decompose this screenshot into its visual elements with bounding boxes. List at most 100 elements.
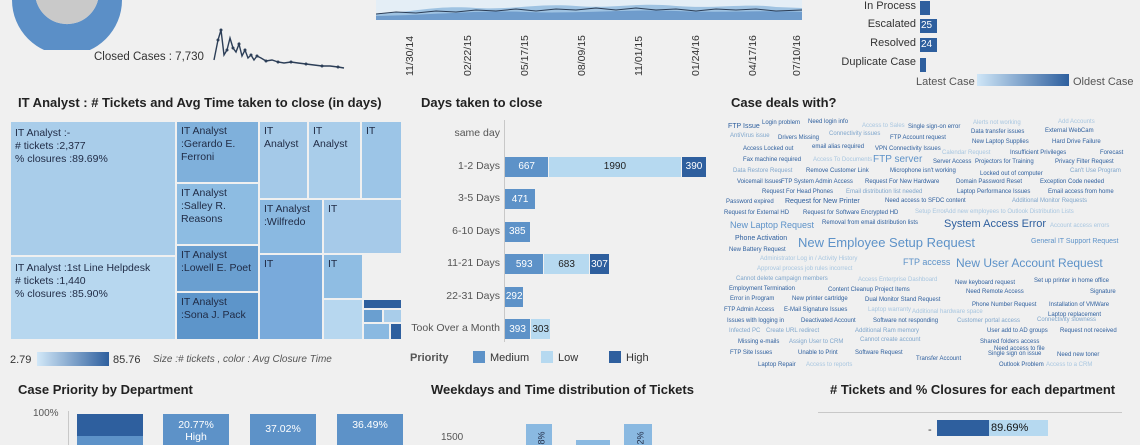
wordcloud-term[interactable]: User add to AD groups	[987, 328, 1048, 334]
days-bar-segment[interactable]: 303	[531, 319, 552, 339]
wordcloud-term[interactable]: Data transfer issues	[971, 129, 1025, 135]
days-bar-segment[interactable]: 307	[589, 254, 611, 274]
wordcloud-term[interactable]: Phone Activation	[735, 235, 788, 242]
days-bar-segment[interactable]: 471	[505, 189, 537, 209]
wordcloud-term[interactable]: Issues with logging in	[727, 318, 785, 324]
days-bar-segment[interactable]: 385	[505, 221, 531, 242]
wordcloud-term[interactable]: Additional Ram memory	[855, 328, 920, 334]
wordcloud-term[interactable]: Password expired	[726, 199, 774, 205]
wordcloud-term[interactable]: Outlook Problem	[999, 362, 1044, 368]
wordcloud-term[interactable]: Need new toner	[1057, 352, 1100, 358]
wordcloud-term[interactable]: Software Request	[855, 350, 903, 356]
wordcloud-term[interactable]: Setup Error	[915, 209, 946, 215]
treemap-cell[interactable]	[363, 323, 390, 340]
wordcloud-term[interactable]: Employment Termination	[729, 286, 795, 292]
wordcloud-term[interactable]: Projectors for Training	[975, 159, 1034, 165]
wordcloud-term[interactable]: Installation of VMWare	[1049, 302, 1110, 308]
wordcloud-term[interactable]: Request not received	[1060, 328, 1117, 334]
wordcloud-term[interactable]: Need access to file	[994, 346, 1045, 352]
wordcloud-term[interactable]: FTP access	[903, 257, 951, 267]
days-bar-segment[interactable]: 393	[505, 319, 532, 339]
treemap-cell[interactable]: IT	[323, 254, 363, 299]
wordcloud-term[interactable]: Cannot delete campaign members	[736, 276, 828, 282]
wordcloud-term[interactable]: General IT Support Request	[1031, 238, 1119, 245]
wordcloud-term[interactable]: Transfer Account	[916, 356, 962, 362]
wordcloud-term[interactable]: Assign User to CRM	[789, 339, 844, 345]
wordcloud-term[interactable]: System Access Error	[944, 218, 1047, 230]
wordcloud-term[interactable]: AntiVirus issue	[730, 133, 770, 139]
wordcloud-term[interactable]: New Laptop Supplies	[972, 139, 1029, 145]
wordcloud-term[interactable]: FTP Account request	[890, 135, 946, 141]
wordcloud-term[interactable]: Connectivity slowness	[1037, 317, 1097, 323]
wordcloud-term[interactable]: Data Restore Request	[733, 168, 793, 174]
wordcloud-term[interactable]: Calendar Request	[942, 150, 991, 156]
wordcloud-term[interactable]: Voicemail Issues	[737, 179, 782, 185]
wordcloud-term[interactable]: E-Mail Signature Issues	[784, 307, 848, 313]
wordcloud-term[interactable]: Dual Monitor Stand Request	[865, 297, 941, 303]
wordcloud-term[interactable]: New Battery Request	[729, 247, 786, 253]
treemap-cell[interactable]: IT Analyst :1st Line Helpdesk # tickets :…	[10, 256, 176, 340]
treemap-cell[interactable]: IT Analyst:Gerardo E. Ferroni	[176, 121, 259, 183]
wordcloud-term[interactable]: Can't Use Program	[1070, 168, 1121, 174]
wordcloud-term[interactable]: New User Account Request	[956, 256, 1103, 270]
wordcloud-term[interactable]: Insufficient Privileges	[1010, 150, 1067, 156]
wordcloud-term[interactable]: Customer portal access	[957, 318, 1021, 324]
wordcloud-term[interactable]: Deactivated Account	[801, 318, 856, 324]
wordcloud-term[interactable]: Fax machine required	[743, 157, 802, 163]
days-bar-segment[interactable]: 593	[505, 254, 545, 274]
days-bar-segment[interactable]: 390	[681, 156, 708, 177]
wordcloud-term[interactable]: New keyboard request	[955, 280, 1016, 286]
wordcloud-term[interactable]: Laptop Repair	[758, 362, 796, 368]
treemap-cell[interactable]	[363, 309, 383, 323]
wordcloud-term[interactable]: Access To Documents	[813, 157, 873, 163]
treemap-cell[interactable]: IT Analyst:Lowell E. Poet	[176, 245, 259, 292]
wordcloud-term[interactable]: Need access to SFDC content	[885, 198, 966, 204]
wordcloud-term[interactable]: Remove Customer Link	[806, 168, 869, 174]
wordcloud-term[interactable]: Phone Number Request	[972, 302, 1037, 308]
wordcloud-term[interactable]: Domain Password Reset	[956, 179, 1023, 185]
wordcloud-term[interactable]: Cannot create account	[860, 337, 921, 343]
wordcloud-term[interactable]: New printer cartridge	[792, 296, 848, 302]
wordcloud-term[interactable]: Access to a CRM	[1046, 362, 1093, 368]
treemap-cell[interactable]: IT Analyst:Salley R. Reasons	[176, 183, 259, 245]
treemap-cell[interactable]	[323, 299, 363, 340]
wordcloud-term[interactable]: Privacy Filter Request	[1055, 159, 1114, 165]
wordcloud-term[interactable]: Forecast	[1100, 150, 1124, 156]
wordcloud-term[interactable]: Single sign-on error	[908, 124, 961, 130]
treemap-cell[interactable]: IT Analyst:Sona J. Pack	[176, 292, 259, 340]
wordcloud-term[interactable]: Drivers Missing	[778, 135, 820, 141]
treemap-cell[interactable]: IT Analyst:Wilfredo	[259, 199, 323, 254]
wordcloud-term[interactable]: Microphone isn't working	[890, 168, 956, 174]
treemap-cell[interactable]	[363, 299, 402, 309]
treemap-cell[interactable]: IT Analyst	[308, 121, 361, 199]
treemap-cell[interactable]	[390, 323, 402, 340]
wordcloud-term[interactable]: FTP server	[873, 154, 923, 165]
wordcloud-term[interactable]: Laptop warranty	[868, 307, 912, 313]
wordcloud-term[interactable]: Access to Sales	[862, 123, 905, 129]
wordcloud-term[interactable]: Removal from email distribution lists	[822, 220, 919, 226]
wordcloud-term[interactable]: Approval process job rules incorrect	[757, 266, 853, 272]
wordcloud-term[interactable]: Email access from home	[1048, 189, 1114, 195]
wordcloud-term[interactable]: Create URL redirect	[766, 328, 820, 334]
wordcloud-term[interactable]: Unable to Print	[798, 350, 838, 356]
wordcloud-term[interactable]: Need Remote Access	[966, 289, 1024, 295]
days-bar-segment[interactable]: 292	[505, 286, 525, 307]
treemap-cell[interactable]: IT	[323, 199, 402, 254]
wordcloud-term[interactable]: Add Accounts	[1058, 119, 1095, 125]
wordcloud-term[interactable]: New Employee Setup Request	[798, 235, 976, 250]
treemap-cell[interactable]: IT	[361, 121, 402, 199]
wordcloud-term[interactable]: External WebCam	[1045, 128, 1094, 134]
wordcloud-term[interactable]: Need login info	[808, 119, 849, 125]
wordcloud-term[interactable]: Request For New Hardware	[865, 179, 940, 185]
wordcloud-term[interactable]: FTP Admin Access	[724, 307, 775, 313]
treemap-cell[interactable]: IT	[259, 254, 323, 340]
wordcloud-term[interactable]: Connectivity issues	[829, 131, 881, 137]
wordcloud-term[interactable]: FTP System Admin Access	[781, 179, 853, 185]
wordcloud-term[interactable]: Single sign on issue	[988, 351, 1042, 357]
treemap-cell[interactable]: IT Analyst :- # tickets :2,377% closures …	[10, 121, 176, 256]
wordcloud-term[interactable]: Request for External HD	[724, 210, 790, 216]
wordcloud-term[interactable]: Request for Software Encrypted HD	[803, 210, 899, 216]
wordcloud-term[interactable]: New Laptop Request	[730, 220, 815, 230]
wordcloud-term[interactable]: FTP Site Issues	[730, 350, 773, 356]
wordcloud-term[interactable]: Account access errors	[1050, 223, 1110, 229]
